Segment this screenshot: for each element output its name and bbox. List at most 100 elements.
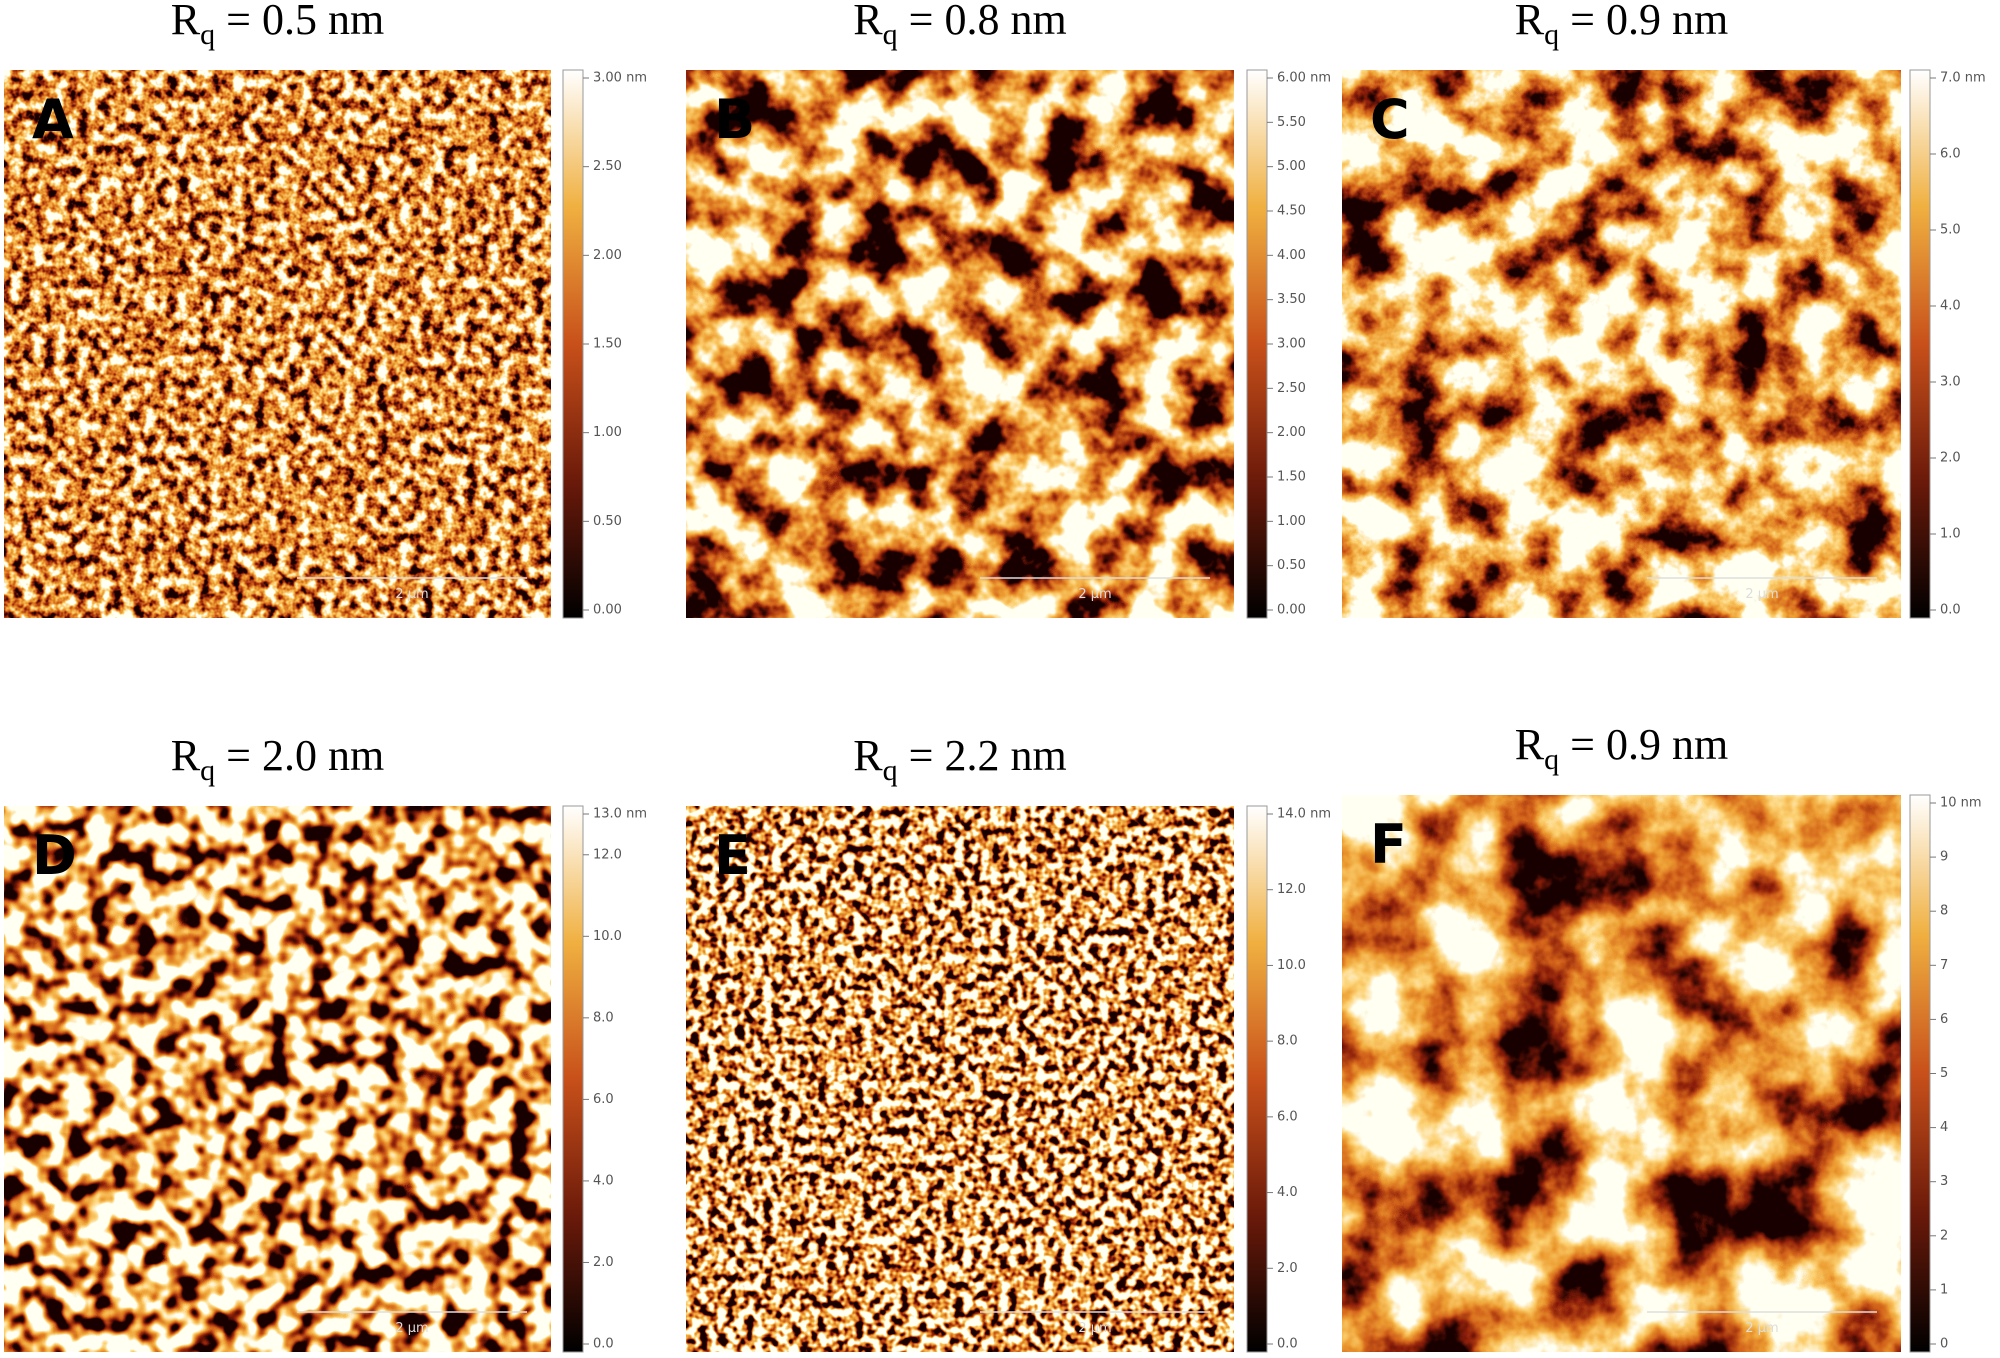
colorbar-tick-label: 3.00 nm — [593, 71, 647, 86]
colorbar-tick-label: 6 — [1940, 1012, 1948, 1027]
afm-image — [1341, 794, 1902, 1353]
panel-letter: E — [714, 824, 751, 887]
colorbar-tick-label: 6.00 nm — [1277, 71, 1331, 86]
title-subscript: q — [200, 754, 215, 787]
afm-image — [685, 69, 1235, 619]
colorbar-tick-label: 10.0 — [593, 929, 622, 944]
colorbar-tick-label: 12.0 — [593, 847, 622, 862]
colorbar-tick-label: 2.0 — [1940, 451, 1961, 466]
colorbar-tick-label: 8.0 — [593, 1010, 614, 1025]
colorbar-tick-label: 4.00 — [1277, 248, 1306, 263]
afm-image — [3, 805, 552, 1353]
panel-letter: C — [1370, 88, 1410, 151]
colorbar-tick-label: 1.50 — [1277, 470, 1306, 485]
title-symbol: R — [1515, 720, 1545, 769]
colorbar-tick-label: 6.0 — [593, 1092, 614, 1107]
title-symbol: R — [171, 0, 201, 44]
scale-bar-label: 2 µm — [395, 1321, 428, 1336]
colorbar-tick-label: 10 nm — [1940, 796, 1982, 811]
colorbar-tick-label: 5.0 — [1940, 223, 1961, 238]
colorbar-tick-label: 1.00 — [1277, 514, 1306, 529]
colorbar-tick-label: 7 — [1940, 958, 1948, 973]
colorbar-tick-label: 0.50 — [593, 514, 622, 529]
title-value: = 2.2 nm — [898, 731, 1067, 780]
title-subscript: q — [1544, 18, 1559, 51]
afm-image — [1341, 69, 1902, 619]
colorbar-tick-label: 6.0 — [1277, 1109, 1298, 1124]
colorbar-tick-label: 0 — [1940, 1337, 1948, 1352]
title-subscript: q — [200, 18, 215, 51]
colorbar-tick-label: 2.50 — [1277, 381, 1306, 396]
colorbar-tick-label: 12.0 — [1277, 882, 1306, 897]
title-value: = 0.5 nm — [215, 0, 384, 44]
panel-letter: F — [1370, 813, 1407, 876]
colorbar-tick-label: 3 — [1940, 1174, 1948, 1189]
colorbar-tick-label: 14.0 nm — [1277, 807, 1331, 822]
panel-title: Rq = 0.9 nm — [1515, 0, 1728, 51]
colorbar-tick-label: 9 — [1940, 850, 1948, 865]
colorbar-tick-label: 8 — [1940, 904, 1948, 919]
afm-image — [685, 805, 1235, 1353]
colorbar — [1246, 69, 1268, 619]
colorbar-tick-label: 13.0 nm — [593, 807, 647, 822]
panel: Rq = 0.5 nm A 2 µm 3.00 nm 2.50 2.00 1.50 1.00 0… — [3, 0, 647, 619]
panel: Rq = 0.9 nm C 2 µm 7.0 nm 6.0 5.0 4.0 3.0 2.0 1.0… — [1341, 0, 1986, 619]
title-value: = 2.0 nm — [215, 731, 384, 780]
panel: Rq = 0.9 nm F 2 µm 10 nm 9 8 7 6 5 4 3 2 1 0 — [1341, 720, 1982, 1353]
colorbar-tick-label: 0.0 — [593, 1337, 614, 1352]
colorbar-tick-label: 2 — [1940, 1228, 1948, 1243]
scale-bar-label: 2 µm — [1745, 1321, 1778, 1336]
colorbar-tick-label: 5.50 — [1277, 115, 1306, 130]
colorbar — [562, 69, 584, 619]
colorbar-tick-label: 0.50 — [1277, 558, 1306, 573]
scale-bar-label: 2 µm — [1078, 1321, 1111, 1336]
colorbar-tick-label: 1.00 — [593, 425, 622, 440]
colorbar-tick-label: 4.0 — [1277, 1185, 1298, 1200]
panel-title: Rq = 0.5 nm — [171, 0, 384, 51]
colorbar-tick-label: 2.50 — [593, 159, 622, 174]
title-symbol: R — [171, 731, 201, 780]
scale-bar-label: 2 µm — [1745, 587, 1778, 602]
title-value: = 0.9 nm — [1559, 720, 1728, 769]
panel-letter: D — [32, 824, 77, 887]
colorbar-tick-label: 4.50 — [1277, 204, 1306, 219]
colorbar — [1909, 69, 1931, 619]
colorbar — [1246, 805, 1268, 1353]
scale-bar-label: 2 µm — [1078, 587, 1111, 602]
colorbar-tick-label: 3.50 — [1277, 292, 1306, 307]
title-value: = 0.9 nm — [1559, 0, 1728, 44]
panel-title: Rq = 2.0 nm — [171, 731, 384, 787]
colorbar-tick-label: 1.50 — [593, 337, 622, 352]
scale-bar-label: 2 µm — [395, 587, 428, 602]
afm-image — [3, 69, 552, 619]
colorbar-tick-label: 4.0 — [593, 1173, 614, 1188]
panel: Rq = 2.2 nm E 2 µm 14.0 nm 12.0 10.0 8.0 6.0 4.0… — [685, 731, 1331, 1353]
panel-letter: A — [32, 88, 74, 151]
title-value: = 0.8 nm — [898, 0, 1067, 44]
colorbar-tick-label: 2.0 — [593, 1255, 614, 1270]
colorbar-tick-label: 1 — [1940, 1282, 1948, 1297]
panel-title: Rq = 0.8 nm — [853, 0, 1066, 51]
colorbar-tick-label: 4 — [1940, 1120, 1948, 1135]
colorbar-tick-label: 5 — [1940, 1066, 1948, 1081]
title-symbol: R — [853, 0, 883, 44]
colorbar-tick-label: 3.0 — [1940, 375, 1961, 390]
title-symbol: R — [853, 731, 883, 780]
colorbar-tick-label: 5.00 — [1277, 159, 1306, 174]
panel: Rq = 2.0 nm D 2 µm 13.0 nm 12.0 10.0 8.0 6.0 4.0… — [3, 731, 647, 1353]
colorbar — [1909, 794, 1931, 1353]
colorbar-tick-label: 0.00 — [593, 603, 622, 618]
colorbar-tick-label: 4.0 — [1940, 299, 1961, 314]
colorbar — [562, 805, 584, 1353]
colorbar-tick-label: 10.0 — [1277, 958, 1306, 973]
colorbar-tick-label: 0.0 — [1277, 1337, 1298, 1352]
title-subscript: q — [883, 754, 898, 787]
panel-title: Rq = 2.2 nm — [853, 731, 1066, 787]
colorbar-tick-label: 6.0 — [1940, 147, 1961, 162]
colorbar-tick-label: 2.00 — [593, 248, 622, 263]
colorbar-tick-label: 0.00 — [1277, 603, 1306, 618]
colorbar-tick-label: 3.00 — [1277, 337, 1306, 352]
title-symbol: R — [1515, 0, 1545, 44]
panel: Rq = 0.8 nm B 2 µm 6.00 nm 5.50 5.00 4.50 4.00 3… — [685, 0, 1331, 619]
